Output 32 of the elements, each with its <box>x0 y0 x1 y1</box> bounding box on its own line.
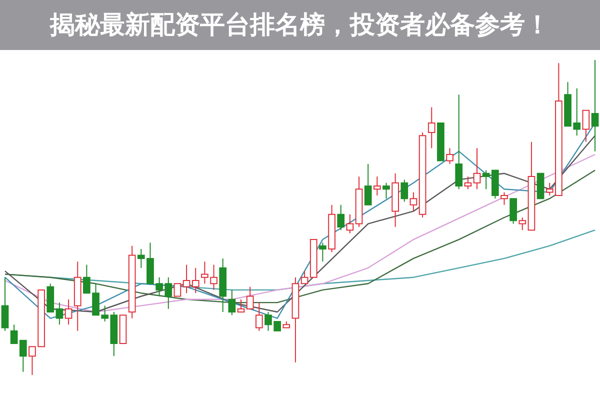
candlestick <box>246 286 254 310</box>
candlestick <box>446 148 454 164</box>
candlestick <box>228 289 236 316</box>
chart-title: 揭秘最新配资平台排名榜，投资者必备参考！ <box>50 9 550 41</box>
candlestick <box>64 298 72 326</box>
candlestick <box>337 204 345 231</box>
candlestick <box>237 298 245 312</box>
candlestick <box>319 242 326 262</box>
candlestick <box>382 182 390 200</box>
candlestick <box>464 176 472 190</box>
candlestick <box>300 270 308 284</box>
candlestick <box>10 324 18 344</box>
candlestick <box>582 110 590 142</box>
candlestick <box>255 302 263 332</box>
candlestick <box>410 192 418 212</box>
candlestick <box>56 302 64 326</box>
candlestick <box>473 148 481 190</box>
candlestick <box>455 94 463 190</box>
candlestick <box>192 267 200 294</box>
candlestick <box>428 106 436 149</box>
candlestick <box>591 60 599 152</box>
candlestick <box>174 283 182 297</box>
candlestick <box>364 163 372 206</box>
candlestick <box>510 198 517 224</box>
candlestick <box>346 214 354 234</box>
candlestick <box>500 192 508 206</box>
candlestick <box>1 276 9 332</box>
candlestick <box>400 179 408 202</box>
candlestick <box>518 217 526 231</box>
candlestick <box>373 176 381 196</box>
candlestick <box>19 340 27 372</box>
candlestick <box>182 264 190 294</box>
